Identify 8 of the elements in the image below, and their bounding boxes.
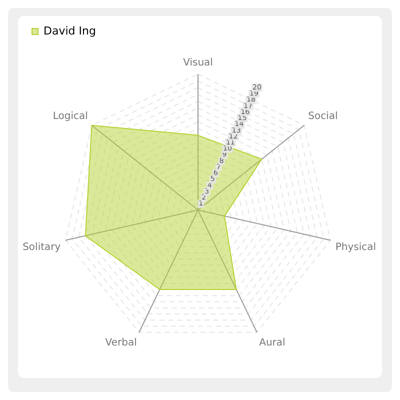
- spoke-label: Verbal: [105, 338, 137, 348]
- spoke-label: Logical: [52, 110, 88, 122]
- spoke-label: Social: [308, 110, 338, 122]
- spoke-label: Aural: [259, 338, 286, 348]
- spoke-label: Visual: [183, 58, 213, 69]
- spoke-label: Solitary: [22, 242, 61, 253]
- legend-label: David Ing: [44, 24, 96, 38]
- spoke-label: Physical: [335, 242, 376, 253]
